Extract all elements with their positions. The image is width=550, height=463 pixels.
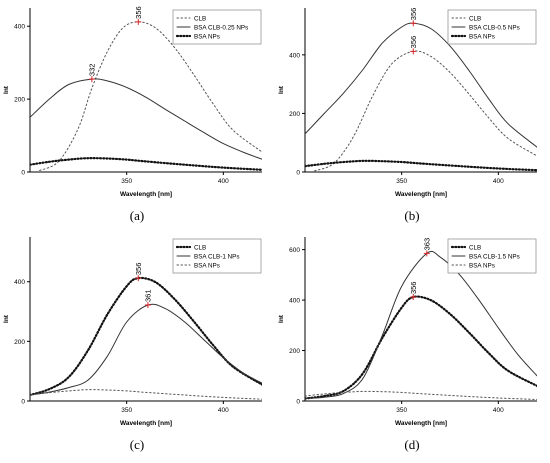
peak-label: 332 [87, 64, 96, 77]
legend-label: CLB [469, 244, 481, 251]
y-axis-label: Int [3, 314, 10, 323]
legend-label: CLB [469, 15, 481, 22]
chart-c-svg: 0 200 400 350 400 Wavelength [nm] Int 356 361 CLB… [3, 237, 262, 452]
y-tick-label: 200 [14, 97, 25, 104]
peak-marker [135, 275, 142, 282]
series-line-0 [314, 50, 537, 172]
peak-label: 356 [409, 8, 418, 21]
panel-caption: (c) [130, 437, 144, 452]
panel-caption: (a) [130, 208, 144, 223]
y-tick-label: 200 [14, 339, 25, 346]
legend-label: BSA NPs [194, 262, 220, 269]
chart-panel-b: 0 200 400 350 400 Wavelength [nm] Int 356 356 CLB… [275, 0, 550, 229]
series-line-2 [30, 389, 262, 400]
peak-marker [88, 76, 95, 83]
chart-b-svg: 0 200 400 350 400 Wavelength [nm] Int 356 356 CLB… [278, 8, 537, 223]
legend-label: BSA CLB-0.5 NPs [469, 24, 520, 31]
peak-label: 356 [409, 36, 418, 49]
y-tick-label: 400 [289, 298, 300, 305]
x-axis-label: Wavelength [nm] [395, 191, 447, 198]
series-line-1 [30, 78, 262, 160]
x-axis-label: Wavelength [nm] [120, 420, 172, 427]
y-tick-label: 200 [289, 111, 300, 118]
legend-label: BSA NPs [194, 33, 220, 40]
panel-caption: (d) [404, 437, 419, 452]
peak-marker [410, 48, 417, 55]
y-tick-label: 0 [21, 170, 25, 177]
peak-label: 361 [143, 289, 152, 302]
panel-caption: (b) [404, 208, 419, 223]
x-tick-label: 400 [493, 178, 504, 185]
x-tick-label: 400 [218, 407, 229, 414]
y-tick-label: 0 [296, 399, 300, 406]
series-line-0 [39, 21, 262, 171]
legend-label: BSA NPs [469, 33, 495, 40]
legend-label: BSA CLB-0.25 NPs [194, 24, 248, 31]
y-tick-label: 400 [14, 24, 25, 31]
peak-marker [135, 18, 142, 25]
x-tick-label: 350 [396, 407, 407, 414]
legend-label: CLB [194, 15, 206, 22]
peak-marker [144, 301, 151, 308]
y-axis-label: Int [278, 85, 285, 94]
peak-label: 356 [134, 6, 143, 19]
x-tick-label: 350 [396, 178, 407, 185]
peak-marker [410, 20, 417, 27]
legend-label: CLB [194, 244, 206, 251]
series-line-2 [305, 159, 537, 172]
x-tick-label: 400 [218, 178, 229, 185]
series-line-2 [30, 157, 262, 171]
x-tick-label: 350 [121, 407, 132, 414]
chart-panel-a: 0 200 400 350 400 Wavelength [nm] Int 332 356 CLB… [0, 0, 275, 229]
y-tick-label: 600 [289, 247, 300, 254]
x-axis-label: Wavelength [nm] [120, 191, 172, 198]
peak-marker [423, 250, 430, 257]
chart-panel-d: 0 200 400 600 350 400 Wavelength [nm] Int 363 356… [275, 229, 550, 458]
x-tick-label: 350 [121, 178, 132, 185]
x-tick-label: 400 [493, 407, 504, 414]
chart-d-svg: 0 200 400 600 350 400 Wavelength [nm] Int 363 356… [278, 237, 537, 452]
legend-label: BSA CLB-1.5 NPs [469, 253, 520, 260]
y-tick-label: 0 [21, 399, 25, 406]
chart-a-svg: 0 200 400 350 400 Wavelength [nm] Int 332 356 CLB… [3, 6, 262, 223]
legend-label: BSA CLB-1 NPs [194, 253, 240, 260]
series-line-1 [305, 250, 537, 399]
peak-marker [410, 294, 417, 301]
y-tick-label: 0 [296, 170, 300, 177]
series-line-2 [305, 390, 537, 400]
peak-label: 363 [422, 238, 431, 251]
legend-label: BSA NPs [469, 262, 495, 269]
y-tick-label: 400 [14, 279, 25, 286]
y-tick-label: 400 [289, 52, 300, 59]
peak-label: 356 [134, 263, 143, 276]
series-line-0 [305, 295, 537, 400]
y-axis-label: Int [278, 314, 285, 323]
x-axis-label: Wavelength [nm] [395, 420, 447, 427]
y-tick-label: 200 [289, 348, 300, 355]
chart-panel-c: 0 200 400 350 400 Wavelength [nm] Int 356 361 CLB… [0, 229, 275, 458]
y-axis-label: Int [3, 85, 10, 94]
peak-label: 356 [409, 282, 418, 295]
